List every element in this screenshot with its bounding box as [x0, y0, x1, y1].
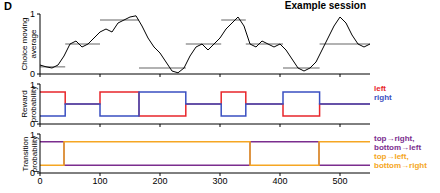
svg-text:1: 1	[30, 9, 35, 19]
svg-text:200: 200	[152, 176, 167, 186]
svg-text:0: 0	[37, 176, 42, 186]
svg-text:300: 300	[212, 176, 227, 186]
svg-text:0: 0	[30, 69, 35, 79]
svg-text:500: 500	[332, 176, 347, 186]
svg-text:400: 400	[272, 176, 287, 186]
svg-text:100: 100	[92, 176, 107, 186]
